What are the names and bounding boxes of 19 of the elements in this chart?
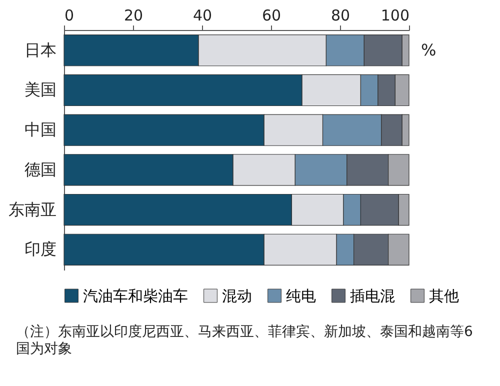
y-tick-label: 德国 (24, 160, 56, 179)
legend-label: 混动 (222, 286, 252, 305)
y-tick-label: 日本 (24, 40, 56, 60)
x-tick-label: 20 (124, 6, 144, 24)
legend-label: 纯电 (286, 286, 316, 305)
y-tick-label: 美国 (24, 80, 56, 100)
legend-label: 插电混 (350, 286, 395, 305)
y-tick-label: 中国 (24, 120, 56, 140)
x-tick-label: 60 (262, 6, 282, 24)
x-tick-label: 40 (192, 6, 212, 24)
y-tick-label: 印度 (24, 240, 56, 259)
legend-label: 汽油车和柴油车 (83, 286, 188, 305)
x-tick-label: 100 (380, 6, 410, 24)
legend-label: 其他 (429, 286, 459, 305)
y-tick-label: 东南亚 (8, 200, 56, 219)
text: % (421, 40, 436, 60)
text: （注）东南亚以印度尼西亚、马来西亚、菲律宾、新加坡、泰国和越南等6国为对象 (16, 324, 474, 358)
x-tick-label: 80 (330, 6, 350, 24)
x-tick-label: 0 (64, 6, 74, 24)
